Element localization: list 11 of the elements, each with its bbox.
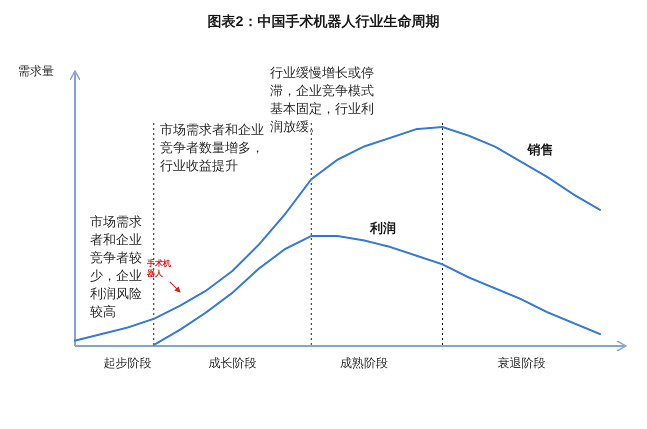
x-tick-label: 起步阶段 xyxy=(104,356,152,370)
series-label: 利润 xyxy=(368,220,396,236)
y-axis-title: 需求量 xyxy=(18,64,54,78)
series-label: 销售 xyxy=(526,142,554,157)
annotation: 市场需求者和企业竞争者较少，企业利润风险较高 xyxy=(90,214,142,319)
x-tick-label: 成熟阶段 xyxy=(340,356,388,370)
annotation: 市场需求者和企业竞争者数量增多，行业收益提升 xyxy=(160,122,264,173)
chart-title: 图表2：中国手术机器人行业生命周期 xyxy=(208,13,440,29)
x-tick-label: 成长阶段 xyxy=(208,356,256,370)
annotation: 手术机器人 xyxy=(146,259,171,278)
x-tick-label: 衰退阶段 xyxy=(497,356,546,370)
